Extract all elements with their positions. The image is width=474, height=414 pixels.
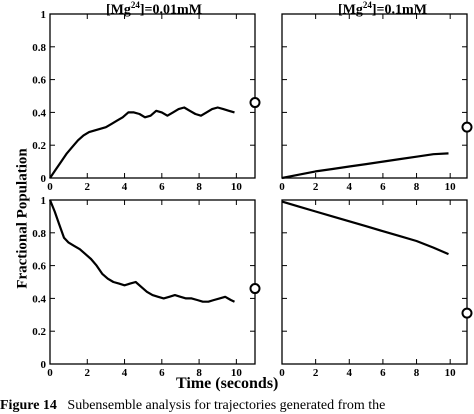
panel-top-right-series-line — [281, 152, 449, 180]
panel-top-right-xtick-label: 0 — [279, 181, 285, 193]
panel-top-left-xtick-label: 0 — [47, 181, 53, 193]
panel-bottom-right-xtick-label: 10 — [445, 367, 457, 379]
panel-top-left-frame — [49, 13, 256, 179]
x-axis-label: Time (seconds) — [176, 375, 279, 392]
panel-bottom-left-ytick-label: 0.8 — [32, 228, 46, 240]
panel-title-right: [Mg24]=0.1mM — [338, 0, 427, 18]
panel-top-left-ytick-label: 0.6 — [32, 75, 46, 87]
panel-bottom-right-xtick-label: 6 — [380, 367, 386, 379]
panel-bottom-right-xtick-label: 4 — [347, 367, 353, 379]
panel-top-left-xtick-label: 10 — [231, 181, 243, 193]
panel-bottom-left-xtick-label: 6 — [159, 367, 165, 379]
panel-bottom-left-marker — [249, 283, 261, 295]
panel-bottom-left-frame — [49, 199, 256, 365]
panel-top-right-marker — [461, 121, 473, 133]
y-axis-label: Fractional Population — [14, 148, 31, 289]
panel-bottom-left-ytick-label: 1 — [41, 195, 47, 207]
panel-top-left-ytick-label: 0.4 — [32, 107, 46, 119]
panel-bottom-left-xtick-label: 8 — [196, 367, 202, 379]
panel-top-left-xtick-label: 4 — [122, 181, 128, 193]
panel-bottom-left-ytick-label: 0.2 — [32, 326, 46, 338]
panel-top-left-ytick-label: 0 — [41, 173, 47, 185]
panel-bottom-left-xtick-label: 4 — [122, 367, 128, 379]
panel-bottom-right-series-line — [281, 200, 449, 256]
panel-bottom-left-series-line — [48, 199, 235, 303]
panel-top-left-ytick-label: 1 — [41, 9, 47, 21]
panel-bottom-right-xtick-label: 2 — [313, 367, 319, 379]
panel-top-right-xtick-label: 2 — [313, 181, 319, 193]
panel-top-right-xtick-label: 8 — [414, 181, 420, 193]
panel-top-right-xtick-label: 4 — [347, 181, 353, 193]
panel-bottom-left-ytick-label: 0 — [41, 359, 47, 371]
panel-top-right-frame — [281, 13, 468, 179]
panel-title-left: [Mg24]=0.01mM — [106, 0, 202, 18]
panel-bottom-right-frame — [281, 199, 468, 365]
panel-bottom-right-xtick-label: 0 — [279, 367, 285, 379]
panel-bottom-right-marker — [461, 307, 473, 319]
panel-top-left-xtick-label: 2 — [85, 181, 91, 193]
panel-bottom-left-ytick-label: 0.4 — [32, 293, 46, 305]
panel-top-left-ytick-label: 0.2 — [32, 140, 46, 152]
panel-bottom-left-xtick-label: 10 — [231, 367, 243, 379]
panel-top-left-marker — [249, 97, 261, 109]
panel-top-right-xtick-label: 10 — [445, 181, 457, 193]
figure-caption: Figure 14 Subensemble analysis for traje… — [0, 398, 474, 414]
panel-bottom-right-xtick-label: 8 — [414, 367, 420, 379]
panel-bottom-left-xtick-label: 2 — [85, 367, 91, 379]
caption-label: Figure 14 — [0, 398, 57, 413]
panel-top-right-xtick-label: 6 — [380, 181, 386, 193]
caption-text: Subensemble analysis for trajectories ge… — [67, 398, 386, 413]
panel-top-left-xtick-label: 6 — [159, 181, 165, 193]
panel-top-left-ytick-label: 0.8 — [32, 42, 46, 54]
panel-top-left-series-line — [49, 106, 235, 179]
panel-bottom-left-xtick-label: 0 — [47, 367, 53, 379]
panel-bottom-left-ytick-label: 0.6 — [32, 261, 46, 273]
panel-top-left-xtick-label: 8 — [196, 181, 202, 193]
